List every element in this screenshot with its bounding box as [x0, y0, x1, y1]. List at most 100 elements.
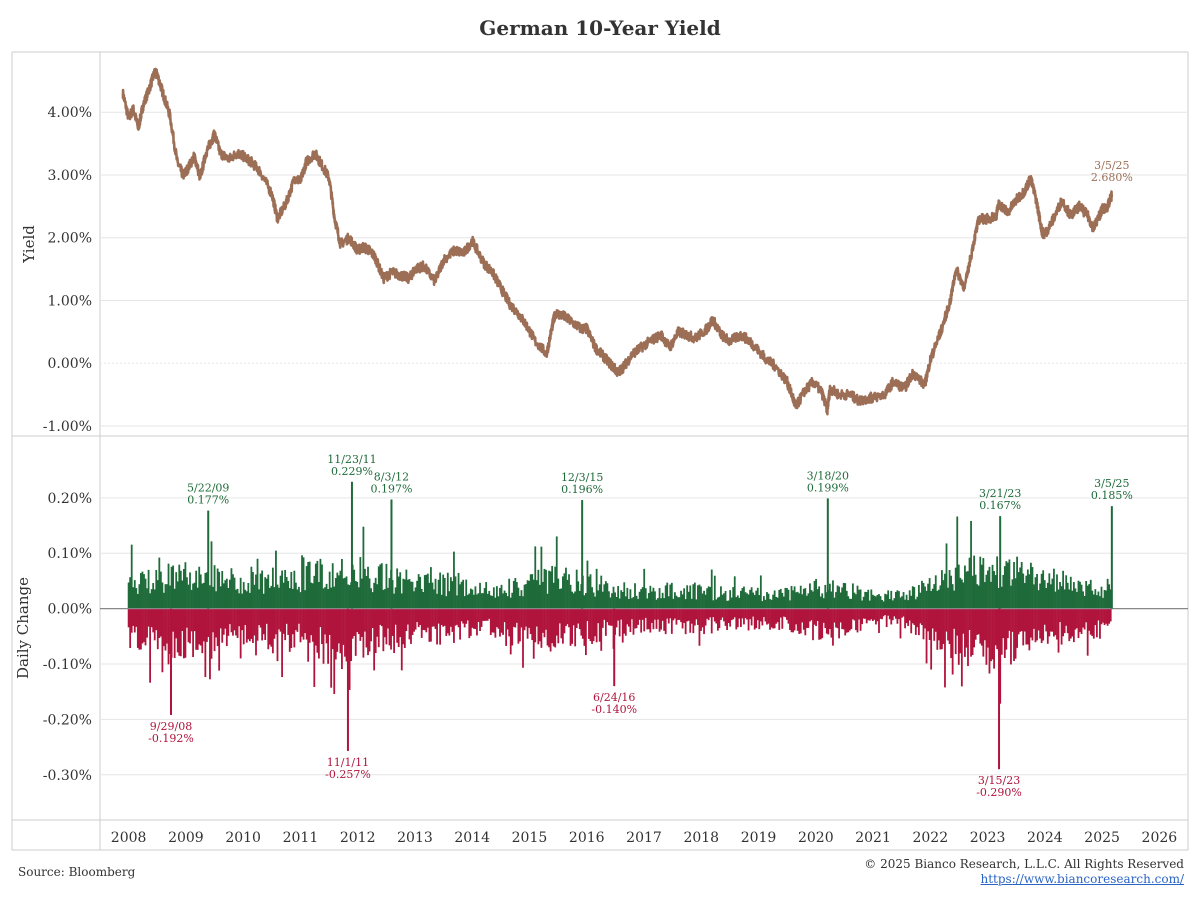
negative-change-bar — [479, 608, 481, 631]
positive-change-bar — [724, 591, 727, 609]
positive-change-bar — [901, 596, 903, 609]
negative-change-bar — [278, 608, 280, 630]
negative-change-bar — [830, 608, 833, 638]
positive-change-bar — [687, 591, 690, 609]
negative-change-bar — [1037, 608, 1040, 631]
positive-change-bar — [515, 582, 518, 609]
negative-change-bar — [627, 608, 630, 627]
negative-change-bar — [870, 608, 873, 620]
positive-change-bar — [836, 585, 839, 609]
change-annotation-date: 8/3/12 — [374, 471, 409, 484]
negative-change-bar — [176, 608, 179, 653]
negative-change-bar — [362, 608, 365, 658]
negative-change-bar — [360, 608, 363, 637]
negative-change-bar — [385, 608, 388, 645]
negative-change-bar — [462, 608, 465, 624]
negative-change-bar — [852, 608, 854, 620]
negative-change-bar — [459, 608, 461, 640]
negative-change-bar — [431, 608, 434, 627]
negative-change-bar — [153, 608, 156, 641]
negative-change-bar — [921, 608, 923, 626]
positive-change-bar — [422, 592, 425, 609]
positive-change-bar — [904, 599, 906, 609]
positive-change-bar — [310, 582, 313, 609]
positive-change-bar — [153, 589, 156, 609]
negative-change-bar — [179, 608, 182, 657]
positive-change-bar — [359, 557, 362, 609]
positive-change-bar — [700, 586, 702, 609]
change-annotation-value: 0.197% — [370, 483, 412, 496]
positive-change-bar — [919, 592, 922, 609]
negative-change-bar — [623, 608, 626, 634]
positive-change-bar — [954, 567, 957, 609]
negative-change-bar — [726, 608, 728, 630]
negative-change-bar — [796, 608, 799, 631]
positive-change-bar — [146, 588, 148, 609]
negative-change-bar — [241, 608, 244, 631]
negative-change-bar — [502, 608, 504, 635]
positive-change-bar — [818, 586, 821, 609]
negative-change-bar — [318, 608, 320, 659]
extreme-positive-bar — [390, 499, 393, 609]
negative-change-bar — [419, 608, 422, 625]
positive-change-bar — [821, 593, 824, 609]
negative-change-bar — [707, 608, 710, 621]
positive-change-bar — [977, 585, 980, 609]
negative-change-bar — [930, 608, 933, 670]
change-annotation-date: 11/23/11 — [327, 453, 376, 466]
positive-change-bar — [531, 574, 534, 609]
positive-change-bar — [419, 576, 422, 609]
positive-change-bar — [761, 601, 764, 609]
positive-change-bar — [1083, 596, 1086, 609]
positive-change-bar — [1080, 584, 1083, 609]
positive-change-bar — [845, 590, 848, 609]
website-link[interactable]: https://www.biancoresearch.com/ — [980, 872, 1184, 886]
positive-change-bar — [832, 580, 834, 609]
positive-change-bar — [934, 575, 937, 609]
copyright-note: © 2025 Bianco Research, L.L.C. All Right… — [864, 857, 1184, 871]
positive-change-bar — [769, 599, 771, 609]
positive-change-bar — [273, 587, 276, 609]
positive-change-bar — [388, 578, 391, 609]
positive-change-bar — [558, 588, 561, 609]
positive-change-bar — [485, 582, 488, 609]
positive-change-bar — [652, 587, 655, 609]
positive-change-bar — [225, 578, 228, 609]
extreme-positive-bar — [350, 481, 353, 609]
positive-change-bar — [898, 591, 900, 609]
positive-change-bar — [224, 580, 227, 609]
positive-change-bar — [526, 580, 529, 609]
positive-change-bar — [170, 566, 173, 609]
positive-change-bar — [130, 544, 133, 609]
positive-change-bar — [227, 587, 230, 609]
positive-change-bar — [942, 580, 945, 609]
positive-change-bar — [689, 585, 692, 609]
negative-change-bar — [836, 608, 839, 629]
negative-change-bar — [314, 608, 317, 646]
negative-change-bar — [603, 608, 606, 620]
negative-change-bar — [991, 608, 994, 660]
positive-change-bar — [282, 582, 285, 609]
positive-change-bar — [936, 590, 939, 609]
negative-change-bar — [580, 608, 583, 636]
negative-change-bar — [753, 608, 756, 630]
negative-change-bar — [787, 608, 790, 624]
negative-change-bar — [365, 608, 368, 648]
positive-change-bar — [917, 585, 920, 609]
positive-change-bar — [144, 578, 147, 609]
negative-change-bar — [235, 608, 237, 636]
negative-change-bar — [341, 608, 343, 670]
negative-change-bar — [127, 608, 130, 628]
negative-change-bar — [654, 608, 656, 620]
positive-change-bar — [196, 587, 199, 609]
positive-change-bar — [598, 584, 601, 609]
negative-change-bar — [182, 608, 185, 659]
negative-change-bar — [965, 608, 968, 648]
negative-change-bar — [207, 608, 210, 637]
negative-change-bar — [399, 608, 402, 638]
positive-change-bar — [786, 588, 788, 609]
positive-change-bar — [1020, 562, 1023, 609]
negative-change-bar — [712, 608, 715, 618]
negative-change-bar — [135, 608, 138, 627]
negative-change-bar — [704, 608, 707, 626]
